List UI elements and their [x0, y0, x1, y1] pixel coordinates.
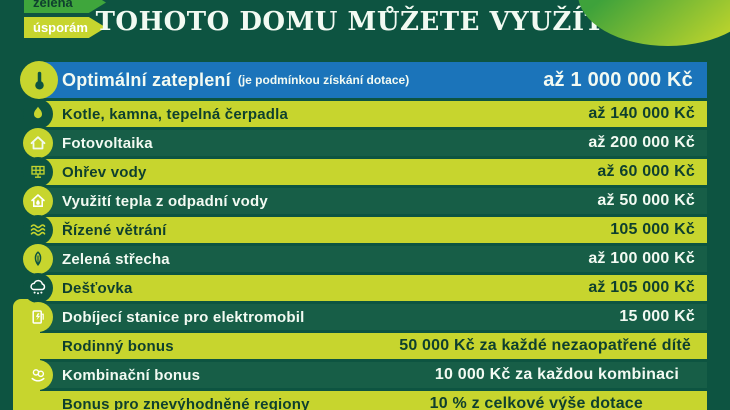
subsidy-row: Bonus pro znevýhodněné regiony 10 % z ce… [40, 391, 707, 410]
row-label: Dobíjecí stanice pro elektromobil [62, 308, 305, 326]
logo-badge-usporam: úsporám [24, 17, 106, 38]
subsidy-row: Ohřev vody až 60 000 Kč [23, 157, 707, 187]
row-label: Fotovoltaika [62, 134, 153, 152]
row-amount: až 60 000 Kč [597, 163, 695, 180]
row-amount: až 105 000 Kč [588, 279, 695, 296]
subsidy-row: Využití tepla z odpadní vody až 50 000 K… [23, 186, 707, 216]
page-title: TOHOTO DOMU MŮŽETE VYUŽÍT [95, 7, 605, 37]
subsidy-row: Optimální zateplení (je podmínkou získán… [20, 61, 707, 99]
row-amount: až 50 000 Kč [597, 192, 695, 209]
house-water-drop-icon [23, 186, 53, 216]
subsidy-row: Dobíjecí stanice pro elektromobil 15 000… [23, 302, 707, 332]
row-amount: 15 000 Kč [619, 308, 695, 325]
row-amount: až 140 000 Kč [588, 105, 695, 122]
subsidy-row: Řízené větrání 105 000 Kč [23, 215, 707, 245]
row-label: Ohřev vody [62, 163, 147, 181]
row-amount: až 100 000 Kč [588, 250, 695, 267]
subsidy-row: Rodinný bonus 50 000 Kč za každé nezaopa… [40, 333, 707, 359]
heating-boiler-icon [23, 99, 53, 129]
row-label: Rodinný bonus [62, 337, 174, 355]
row-label: Optimální zateplení [62, 69, 231, 90]
row-label: Dešťovka [62, 279, 133, 297]
rain-cloud-icon [23, 273, 53, 303]
decorative-leaf-blob [578, 0, 730, 46]
row-label: Kotle, kamna, tepelná čerpadla [62, 105, 289, 123]
subsidy-row: Kombinační bonus 10 000 Kč za každou kom… [23, 360, 707, 390]
row-amount: 10 000 Kč za každou kombinaci [434, 366, 679, 383]
row-amount: 50 000 Kč za každé nezaopatřené dítě [399, 337, 691, 354]
subsidy-row: Dešťovka až 105 000 Kč [23, 273, 707, 303]
row-label: Kombinační bonus [62, 366, 201, 384]
air-waves-icon [23, 215, 53, 245]
leaf-icon [23, 244, 53, 274]
row-label: Využití tepla z odpadní vody [62, 192, 268, 210]
hand-coins-icon [23, 360, 53, 390]
header: zelená úsporám TOHOTO DOMU MŮŽETE VYUŽÍT [0, 0, 730, 58]
solar-panel-icon [23, 157, 53, 187]
row-label: Bonus pro znevýhodněné regiony [62, 395, 310, 410]
subsidy-rows: Optimální zateplení (je podmínkou získán… [20, 61, 707, 410]
row-amount: až 200 000 Kč [588, 134, 695, 151]
nova-zelena-usporam-logo: zelená úsporám [24, 0, 106, 38]
row-amount: až 1 000 000 Kč [543, 68, 693, 91]
thermometer-icon [20, 61, 58, 99]
row-amount: 10 % z celkové výše dotace [429, 395, 643, 410]
row-note: (je podmínkou získání dotace) [237, 73, 410, 87]
subsidy-row: Kotle, kamna, tepelná čerpadla až 140 00… [23, 99, 707, 129]
house-icon [23, 128, 53, 158]
logo-text-usporam: úsporám [33, 20, 88, 35]
row-label: Řízené větrání [62, 221, 167, 239]
logo-text-zelena: zelená [33, 0, 73, 10]
row-label: Zelená střecha [62, 250, 170, 268]
row-amount: 105 000 Kč [610, 221, 695, 238]
subsidy-row: Fotovoltaika až 200 000 Kč [23, 128, 707, 158]
subsidy-row: Zelená střecha až 100 000 Kč [23, 244, 707, 274]
ev-charger-icon [23, 302, 53, 332]
logo-badge-zelena: zelená [24, 0, 106, 13]
